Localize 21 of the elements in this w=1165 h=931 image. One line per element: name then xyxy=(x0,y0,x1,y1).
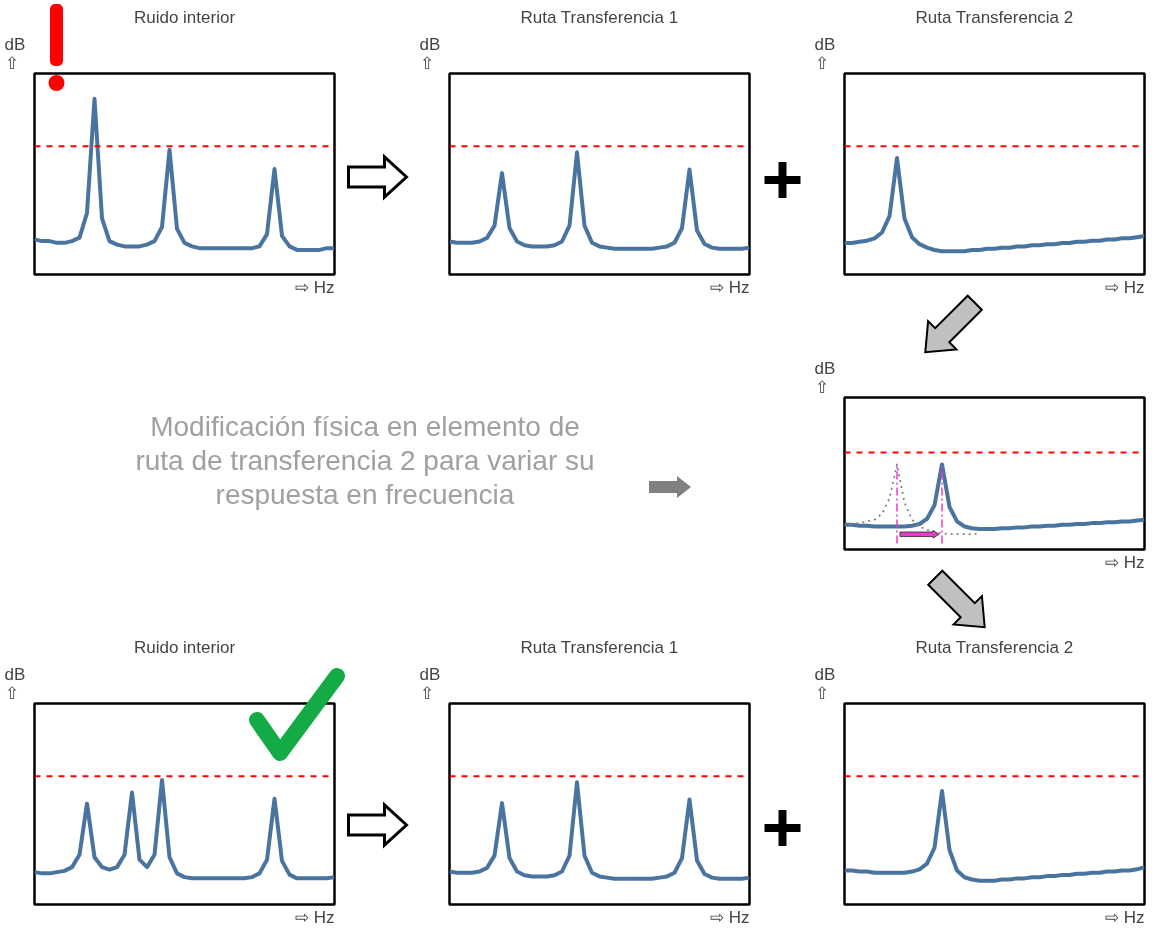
x-axis-title: ⇨ Hz xyxy=(295,277,335,297)
chart-title: Ruta Transferencia 2 xyxy=(915,637,1074,657)
chart-title: Ruta Transferencia 1 xyxy=(520,7,679,27)
chart-title: Ruido interior xyxy=(133,7,236,27)
y-axis-title: dB ⇧ xyxy=(4,664,26,703)
y-axis-title: dB ⇧ xyxy=(814,34,836,73)
y-axis-title: dB ⇧ xyxy=(419,34,441,73)
x-axis-title: ⇨ Hz xyxy=(710,277,750,297)
chart-title: Ruta Transferencia 2 xyxy=(915,7,1074,27)
chart-title: Ruta Transferencia 1 xyxy=(520,637,679,657)
x-axis-title: ⇨ Hz xyxy=(1105,907,1145,927)
x-axis-title: ⇨ Hz xyxy=(710,907,750,927)
x-axis-title: ⇨ Hz xyxy=(295,907,335,927)
y-axis-title: dB ⇧ xyxy=(814,358,836,397)
y-axis-title: dB ⇧ xyxy=(419,664,441,703)
x-axis-title: ⇨ Hz xyxy=(1105,277,1145,297)
x-axis-title: ⇨ Hz xyxy=(1105,552,1145,572)
y-axis-title: dB ⇧ xyxy=(814,664,836,703)
y-axis-title: dB ⇧ xyxy=(4,34,26,73)
text: Modificación física en elemento de ruta de transferencia 2 para variar su respuesta en frecuencia xyxy=(134,410,596,513)
chart-title: Ruido interior xyxy=(133,637,236,657)
